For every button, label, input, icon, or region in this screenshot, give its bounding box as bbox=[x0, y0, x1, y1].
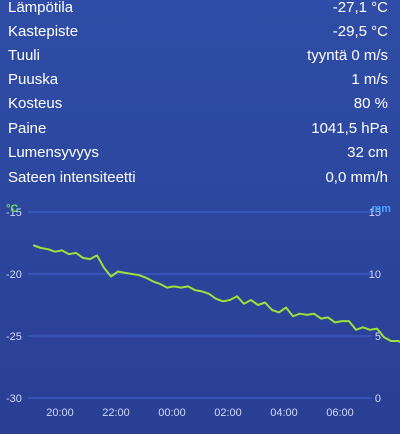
y-left-tick-label: -30 bbox=[6, 393, 22, 405]
row-label: Puuska bbox=[8, 71, 59, 88]
weather-chart: -15 15 -20 10 -25 5 -30 0 20:00 22:00 00:00 02:00 04… bbox=[6, 203, 400, 419]
y-right-tick-label: 5 bbox=[375, 331, 381, 343]
row-label: Lumensyvyys bbox=[8, 144, 99, 161]
y-left-tick-label: -15 bbox=[6, 207, 22, 219]
row-value: 80 % bbox=[353, 95, 388, 112]
row-value: 1041,5 hPa bbox=[311, 120, 388, 137]
y-left-tick-label: -20 bbox=[6, 269, 22, 281]
row-gust: Puuska 1 m/s bbox=[0, 68, 400, 92]
right-unit-label: mm bbox=[371, 203, 391, 215]
temperature-line bbox=[33, 244, 400, 343]
row-label: Kosteus bbox=[8, 95, 63, 112]
row-snow-depth: Lumensyvyys 32 cm bbox=[0, 141, 400, 165]
row-rain-intensity: Sateen intensiteetti 0,0 mm/h bbox=[0, 166, 400, 190]
left-unit-label: °C bbox=[6, 203, 18, 215]
chart-series bbox=[33, 244, 400, 343]
row-label: Kastepiste bbox=[8, 23, 79, 40]
row-wind: Tuuli tyyntä 0 m/s bbox=[0, 44, 400, 68]
row-label: Sateen intensiteetti bbox=[8, 169, 136, 186]
row-value: 0,0 mm/h bbox=[325, 169, 388, 186]
row-value: -29,5 °C bbox=[332, 23, 388, 40]
chart-axes: -15 15 -20 10 -25 5 -30 0 20:00 22:00 00:00 02:00 04… bbox=[6, 207, 381, 419]
row-label: Lämpötila bbox=[8, 0, 74, 16]
row-value: 1 m/s bbox=[351, 71, 388, 88]
x-tick-label: 20:00 bbox=[46, 407, 74, 419]
row-value: -27,1 °C bbox=[332, 0, 388, 16]
y-left-tick-label: -25 bbox=[6, 331, 22, 343]
row-humidity: Kosteus 80 % bbox=[0, 92, 400, 116]
row-label: Paine bbox=[8, 120, 47, 137]
row-value: 32 cm bbox=[347, 144, 388, 161]
x-tick-label: 22:00 bbox=[102, 407, 130, 419]
row-label: Tuuli bbox=[8, 47, 40, 64]
x-tick-label: 00:00 bbox=[158, 407, 186, 419]
x-tick-label: 04:00 bbox=[270, 407, 298, 419]
y-right-tick-label: 0 bbox=[375, 393, 381, 405]
x-tick-label: 02:00 bbox=[214, 407, 242, 419]
row-temperature: Lämpötila -27,1 °C bbox=[0, 0, 400, 20]
row-value: tyyntä 0 m/s bbox=[307, 47, 388, 64]
row-dewpoint: Kastepiste -29,5 °C bbox=[0, 20, 400, 44]
x-tick-label: 06:00 bbox=[326, 407, 354, 419]
row-pressure: Paine 1041,5 hPa bbox=[0, 117, 400, 141]
chart-grid bbox=[28, 211, 372, 399]
y-right-tick-label: 10 bbox=[369, 269, 381, 281]
y-right-tick-label: 15 bbox=[369, 207, 381, 219]
